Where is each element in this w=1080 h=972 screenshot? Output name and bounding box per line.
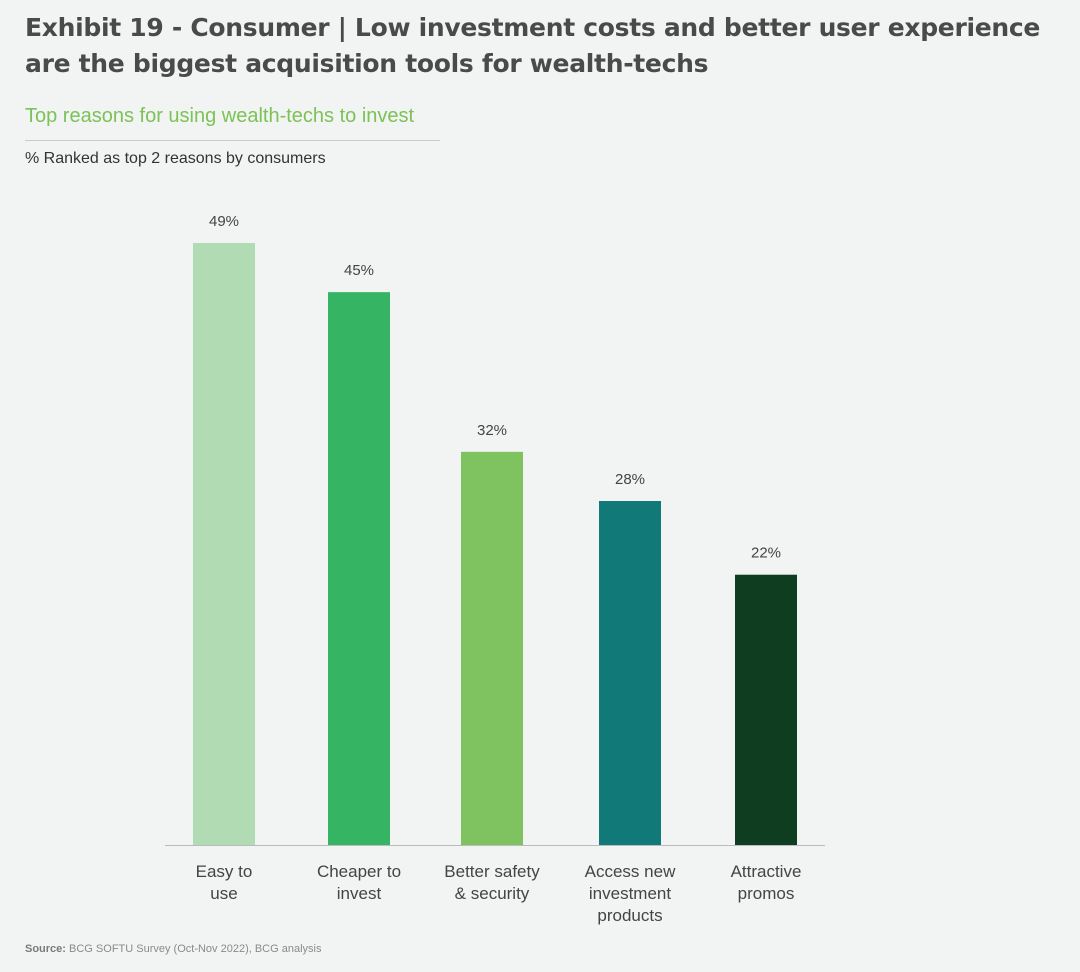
category-label-2: Cheaper to invest [317, 862, 401, 903]
bar-3 [461, 451, 523, 845]
value-label-5: 22% [751, 545, 781, 562]
source-note: Source: BCG SOFTU Survey (Oct-Nov 2022),… [25, 943, 321, 955]
category-label-1: Easy to use [196, 862, 253, 903]
value-label-1: 49% [209, 213, 239, 230]
subtitle-divider [25, 140, 440, 141]
exhibit-title: Exhibit 19 - Consumer | Low investment c… [25, 13, 1041, 78]
bar-1 [193, 243, 255, 845]
bar-2 [328, 292, 390, 846]
chart-subtitle: Top reasons for using wealth-techs to in… [25, 105, 415, 127]
bar-4 [599, 501, 661, 845]
source-label: Source: [25, 943, 66, 955]
bar-5 [735, 574, 797, 845]
category-label-5: Attractive promos [731, 862, 802, 903]
category-label-4: Access new investment products [585, 862, 676, 925]
category-label-3: Better safety & security [444, 862, 540, 903]
source-text: BCG SOFTU Survey (Oct-Nov 2022), BCG ana… [69, 943, 322, 955]
value-label-2: 45% [344, 262, 374, 279]
measure-label: % Ranked as top 2 reasons by consumers [25, 150, 326, 167]
value-label-3: 32% [477, 422, 507, 439]
value-label-4: 28% [615, 471, 645, 488]
